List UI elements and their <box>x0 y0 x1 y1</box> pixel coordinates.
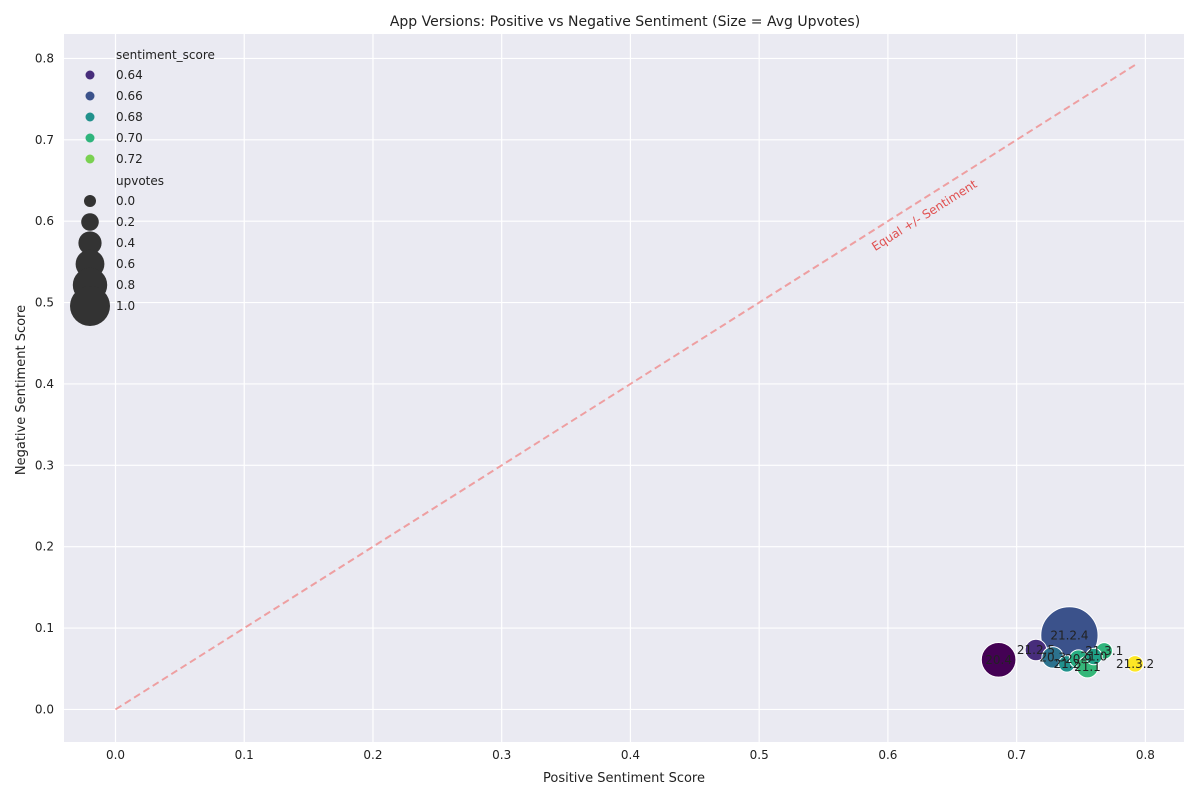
x-tick-label: 0.5 <box>750 748 769 762</box>
x-tick-label: 0.2 <box>363 748 382 762</box>
x-tick-label: 0.1 <box>235 748 254 762</box>
legend-hue-swatch <box>85 112 95 122</box>
x-tick-label: 0.0 <box>106 748 125 762</box>
x-tick-label: 0.6 <box>878 748 897 762</box>
y-tick-label: 0.3 <box>35 458 54 472</box>
point-label: 20.4 <box>985 653 1012 667</box>
legend-size-swatch <box>84 195 96 207</box>
y-axis-label: Negative Sentiment Score <box>14 305 29 475</box>
y-tick-labels: 0.0 0.1 0.2 0.3 0.4 0.5 0.6 0.7 0.8 <box>35 51 54 716</box>
x-tick-labels: 0.0 0.1 0.2 0.3 0.4 0.5 0.6 0.7 0.8 <box>106 748 1155 762</box>
legend-size-label: 0.0 <box>116 194 135 208</box>
y-tick-label: 0.0 <box>35 702 54 716</box>
legend-hue-label: 0.72 <box>116 152 143 166</box>
legend-hue-label: 0.70 <box>116 131 143 145</box>
equal-sentiment-line <box>114 64 1136 711</box>
point-label: 20.9 <box>1065 652 1092 666</box>
legend: sentiment_score upvotes 0.64 0.66 0.68 0.70… <box>70 48 215 326</box>
legend-hue-label: 0.66 <box>116 89 143 103</box>
point-label: 20.3 <box>1039 650 1066 664</box>
x-axis-label: Positive Sentiment Score <box>543 771 705 786</box>
legend-hue-label: 0.68 <box>116 110 143 124</box>
x-tick-label: 0.8 <box>1136 748 1155 762</box>
y-tick-label: 0.8 <box>35 51 54 65</box>
y-tick-label: 0.7 <box>35 133 54 147</box>
grid-lines <box>64 34 1184 742</box>
legend-hue-swatch <box>85 154 95 164</box>
x-tick-label: 0.3 <box>492 748 511 762</box>
data-point <box>980 641 1017 678</box>
legend-size-label: 0.8 <box>116 278 135 292</box>
legend-hue-swatch <box>85 91 95 101</box>
point-label: 21.2 <box>1053 657 1080 671</box>
legend-size-swatch <box>70 286 110 326</box>
legend-hue-title: sentiment_score <box>116 48 215 62</box>
legend-size-label: 0.2 <box>116 215 135 229</box>
legend-size-label: 1.0 <box>116 299 135 313</box>
legend-size-title: upvotes <box>116 174 164 188</box>
legend-size-label: 0.4 <box>116 236 135 250</box>
legend-hue-swatch <box>85 133 95 143</box>
point-labels: 21.2.4 20.4 21.2.5 21.3.121.3.2 20.321.220.9… <box>985 628 1154 674</box>
y-tick-label: 0.5 <box>35 296 54 310</box>
data-point <box>1085 647 1103 666</box>
y-tick-label: 0.1 <box>35 621 54 635</box>
chart-title: App Versions: Positive vs Negative Senti… <box>390 14 860 30</box>
y-tick-label: 0.6 <box>35 214 54 228</box>
point-label: 21.2.5 <box>1017 643 1055 657</box>
point-label: 21.2.4 <box>1050 628 1088 642</box>
y-tick-label: 0.4 <box>35 377 54 391</box>
point-label: 21.3.2 <box>1116 657 1154 671</box>
point-label: 21.3.1 <box>1085 644 1123 658</box>
legend-size-label: 0.6 <box>116 257 135 271</box>
y-tick-label: 0.2 <box>35 540 54 554</box>
point-label: 21.0 <box>1081 650 1108 664</box>
legend-size-swatch <box>78 231 102 255</box>
legend-size-swatch <box>81 213 99 231</box>
x-tick-label: 0.4 <box>621 748 640 762</box>
x-tick-label: 0.7 <box>1007 748 1026 762</box>
legend-hue-swatch <box>85 70 95 80</box>
data-points <box>980 606 1144 679</box>
legend-hue-label: 0.64 <box>116 68 143 82</box>
data-point <box>1126 655 1144 673</box>
point-label: 21.1 <box>1074 660 1101 674</box>
